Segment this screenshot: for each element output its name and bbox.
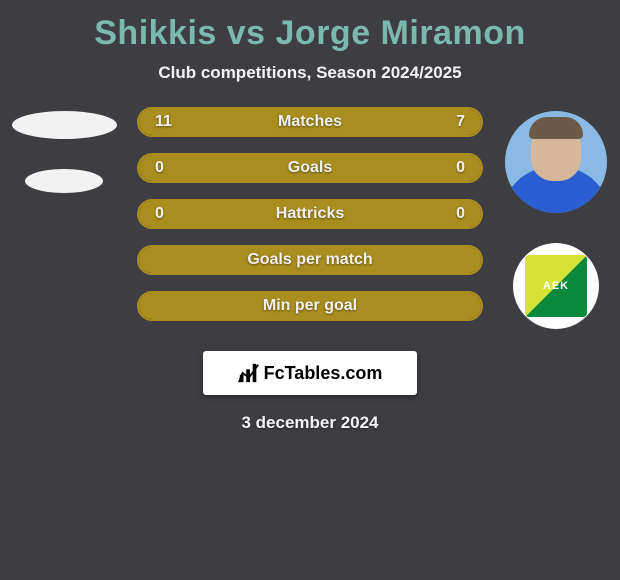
stat-label: Min per goal: [263, 297, 357, 315]
stat-label: Goals: [288, 159, 332, 177]
right-club-badge: [513, 243, 599, 329]
stat-bar: 0 Hattricks 0: [137, 199, 483, 229]
stat-value-right: 7: [456, 113, 465, 131]
main-row: 11 Matches 7 0 Goals 0 0 Hattricks 0 Goals per ma…: [0, 107, 620, 329]
stat-value-right: 0: [456, 159, 465, 177]
comparison-card: Shikkis vs Jorge Miramon Club competitio…: [0, 0, 620, 433]
stat-bar: 0 Goals 0: [137, 153, 483, 183]
right-player-avatar: [505, 111, 607, 213]
stat-bars: 11 Matches 7 0 Goals 0 0 Hattricks 0 Goals per ma…: [137, 107, 483, 321]
date-label: 3 december 2024: [0, 413, 620, 433]
page-title: Shikkis vs Jorge Miramon: [0, 8, 620, 63]
stat-bar: 11 Matches 7: [137, 107, 483, 137]
left-side: [9, 107, 119, 193]
stat-bar: Goals per match: [137, 245, 483, 275]
stat-value-right: 0: [456, 205, 465, 223]
stat-value-left: 11: [155, 113, 172, 131]
stat-bar: Min per goal: [137, 291, 483, 321]
right-side: [501, 107, 611, 329]
subtitle: Club competitions, Season 2024/2025: [0, 63, 620, 107]
stat-value-left: 0: [155, 159, 164, 177]
left-avatar-placeholder: [12, 111, 117, 139]
source-label: FcTables.com: [264, 363, 383, 384]
stat-label: Goals per match: [247, 251, 372, 269]
stat-label: Matches: [278, 113, 342, 131]
stat-value-left: 0: [155, 205, 164, 223]
stat-label: Hattricks: [276, 205, 344, 223]
bar-chart-icon: [238, 362, 260, 384]
source-badge: FcTables.com: [203, 351, 417, 395]
club-logo-aek: [525, 255, 587, 317]
left-club-placeholder: [25, 169, 103, 193]
